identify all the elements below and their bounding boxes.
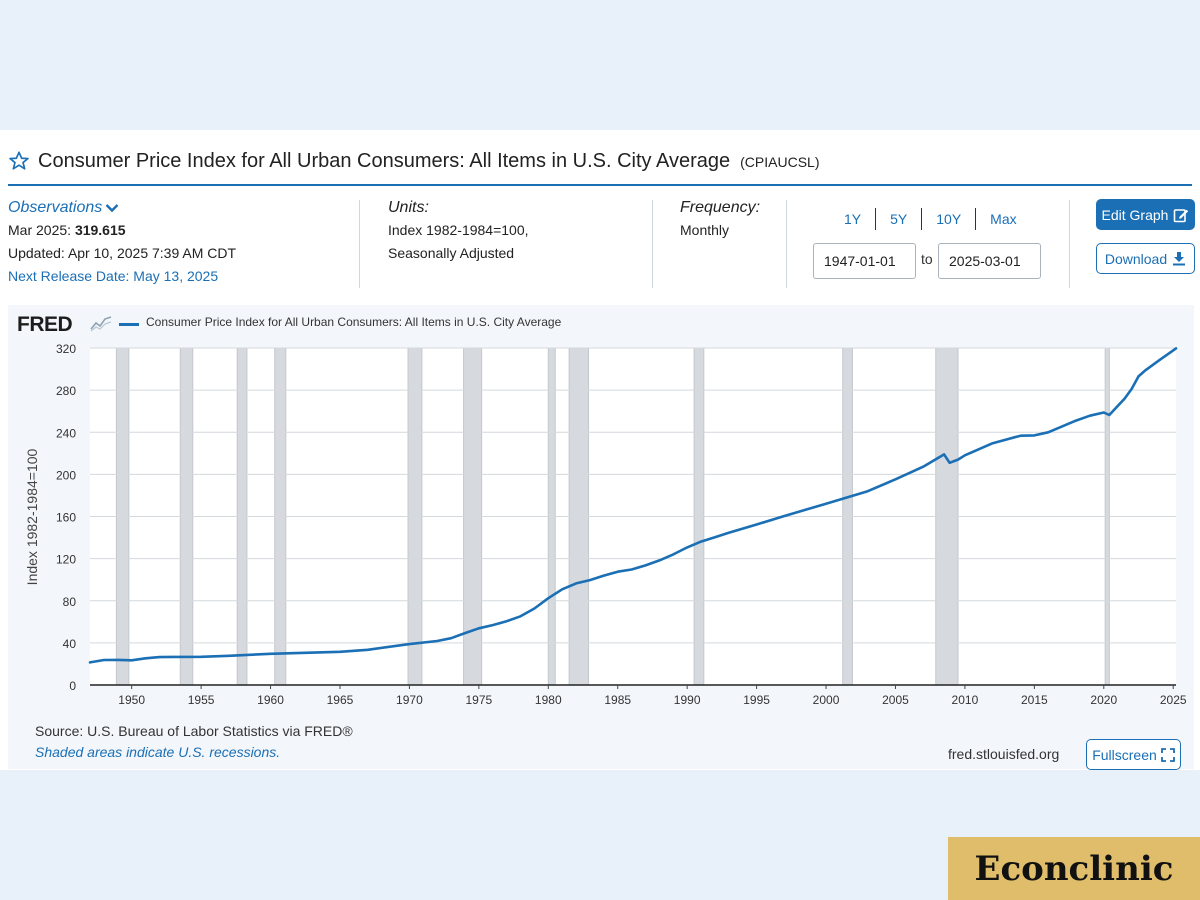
latest-label: Mar 2025: bbox=[8, 222, 72, 238]
y-tick-label: 320 bbox=[56, 342, 76, 356]
x-tick-label: 1950 bbox=[118, 693, 145, 707]
x-tick-label: 2010 bbox=[952, 693, 979, 707]
download-label: Download bbox=[1104, 250, 1168, 267]
x-tick-label: 1955 bbox=[188, 693, 215, 707]
range-5y-button[interactable]: 5Y bbox=[890, 211, 908, 227]
y-tick-label: 160 bbox=[56, 511, 76, 525]
title-row: Consumer Price Index for All Urban Consu… bbox=[8, 146, 820, 176]
download-icon bbox=[1173, 252, 1186, 266]
x-tick-label: 1980 bbox=[535, 693, 562, 707]
fullscreen-icon bbox=[1160, 747, 1175, 762]
y-tick-label: 240 bbox=[56, 426, 76, 440]
frequency-block: Frequency: Monthly bbox=[680, 196, 760, 242]
y-tick-label: 40 bbox=[63, 637, 77, 651]
series-line-cpi bbox=[88, 347, 1178, 664]
fullscreen-button[interactable]: Fullscreen bbox=[1086, 739, 1181, 770]
y-tick-label: 0 bbox=[69, 679, 76, 693]
y-tick-label: 120 bbox=[56, 553, 76, 567]
fullscreen-label: Fullscreen bbox=[1092, 746, 1157, 763]
range-separator bbox=[921, 208, 923, 230]
series-panel: Consumer Price Index for All Urban Consu… bbox=[0, 130, 1200, 770]
y-axis-title: Index 1982-1984=100 bbox=[24, 448, 40, 585]
y-tick-label: 200 bbox=[56, 468, 76, 482]
fred-logo: FRED bbox=[17, 313, 73, 336]
edit-graph-label: Edit Graph bbox=[1101, 206, 1169, 223]
divider bbox=[652, 200, 653, 288]
econclinic-watermark: Econclinic bbox=[948, 837, 1200, 900]
star-icon[interactable] bbox=[8, 150, 30, 172]
source-text: Source: U.S. Bureau of Labor Statistics … bbox=[35, 723, 353, 739]
divider bbox=[1069, 200, 1070, 288]
x-tick-label: 2000 bbox=[813, 693, 840, 707]
graph-area: FRED Consumer Price Index for All Urban … bbox=[8, 305, 1194, 770]
x-tick-label: 1990 bbox=[674, 693, 701, 707]
to-label: to bbox=[921, 251, 933, 267]
range-separator bbox=[875, 208, 877, 230]
x-tick-label: 1995 bbox=[743, 693, 770, 707]
units-label: Units: bbox=[388, 199, 429, 216]
fred-site-url: fred.stlouisfed.org bbox=[948, 746, 1060, 762]
y-tick-label: 280 bbox=[56, 384, 76, 398]
legend-swatch bbox=[119, 323, 139, 326]
x-tick-label: 1985 bbox=[604, 693, 631, 707]
title-divider bbox=[8, 184, 1192, 186]
edit-icon bbox=[1174, 208, 1189, 222]
units-block: Units: Index 1982-1984=100, Seasonally A… bbox=[388, 196, 529, 265]
y-tick-label: 80 bbox=[63, 595, 77, 609]
x-tick-label: 2005 bbox=[882, 693, 909, 707]
x-tick-label: 1965 bbox=[327, 693, 354, 707]
recession-note: Shaded areas indicate U.S. recessions. bbox=[35, 744, 281, 760]
frequency-label: Frequency: bbox=[680, 199, 761, 216]
range-max-button[interactable]: Max bbox=[990, 211, 1017, 227]
series-title: Consumer Price Index for All Urban Consu… bbox=[38, 149, 731, 172]
series-code: (CPIAUCSL) bbox=[740, 154, 820, 170]
x-tick-label: 1975 bbox=[465, 693, 492, 707]
observations-toggle[interactable]: Observations bbox=[8, 196, 119, 219]
range-buttons: 1Y 5Y 10Y Max bbox=[830, 208, 1031, 230]
chevron-down-icon bbox=[105, 203, 119, 212]
divider bbox=[359, 200, 360, 288]
divider bbox=[786, 200, 787, 288]
download-button[interactable]: Download bbox=[1096, 243, 1195, 274]
start-date-input[interactable] bbox=[813, 243, 916, 279]
observations-block: Observations Mar 2025: 319.615 Updated: … bbox=[8, 196, 236, 288]
latest-value: 319.615 bbox=[74, 222, 126, 238]
x-tick-label: 1970 bbox=[396, 693, 423, 707]
range-10y-button[interactable]: 10Y bbox=[936, 211, 962, 227]
units-line-2: Seasonally Adjusted bbox=[388, 245, 515, 261]
legend-label: Consumer Price Index for All Urban Consu… bbox=[146, 315, 562, 329]
end-date-input[interactable] bbox=[938, 243, 1041, 279]
next-release-link[interactable]: Next Release Date: May 13, 2025 bbox=[8, 268, 219, 284]
x-tick-label: 2015 bbox=[1021, 693, 1048, 707]
x-tick-label: 2020 bbox=[1090, 693, 1117, 707]
x-tick-label: 2025 bbox=[1160, 693, 1187, 707]
observations-label: Observations bbox=[8, 199, 103, 216]
edit-graph-button[interactable]: Edit Graph bbox=[1096, 199, 1195, 230]
range-1y-button[interactable]: 1Y bbox=[844, 211, 862, 227]
frequency-value: Monthly bbox=[680, 222, 730, 238]
x-tick-label: 1960 bbox=[257, 693, 284, 707]
cpi-line-chart: 0 40 80 120 160 200 240 280 320 1950 1955 1960 1965… bbox=[24, 342, 1187, 707]
range-separator bbox=[975, 208, 977, 230]
units-line-1: Index 1982-1984=100, bbox=[388, 222, 529, 238]
updated-text: Updated: Apr 10, 2025 7:39 AM CDT bbox=[8, 245, 237, 261]
fred-chart-icon bbox=[90, 316, 112, 332]
